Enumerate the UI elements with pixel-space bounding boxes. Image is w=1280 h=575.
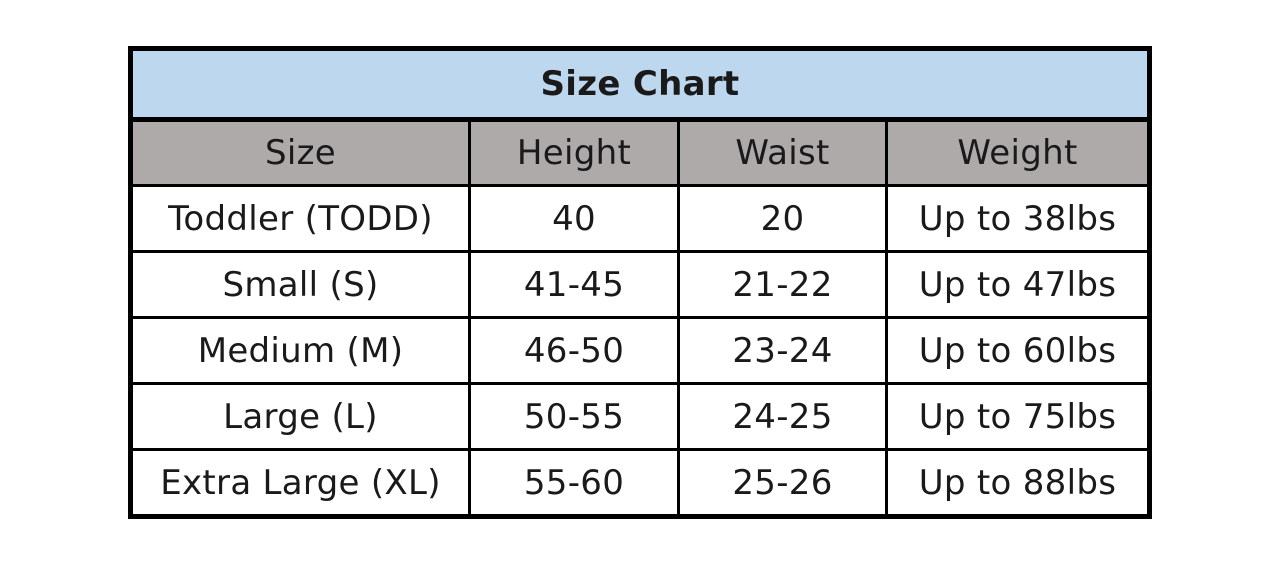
table-cell: 21-22	[677, 250, 888, 319]
table-cell: Medium (M)	[129, 316, 471, 385]
table-row: Medium (M) 46-50 23-24 Up to 60lbs	[129, 316, 1151, 385]
column-header: Waist	[677, 118, 888, 187]
table-cell: Toddler (TODD)	[129, 184, 471, 253]
table-cell: Large (L)	[129, 382, 471, 451]
table-cell: 40	[468, 184, 680, 253]
table-cell: Up to 88lbs	[885, 448, 1151, 518]
header-row: Size Height Waist Weight	[129, 118, 1151, 187]
table-title: Size Chart	[129, 47, 1151, 122]
table-cell: 25-26	[677, 448, 888, 518]
column-header: Size	[129, 118, 471, 187]
table-cell: Up to 47lbs	[885, 250, 1151, 319]
table-cell: 55-60	[468, 448, 680, 518]
table-cell: 23-24	[677, 316, 888, 385]
table-cell: 24-25	[677, 382, 888, 451]
table-cell: Up to 38lbs	[885, 184, 1151, 253]
table-cell: Up to 60lbs	[885, 316, 1151, 385]
table-cell: Up to 75lbs	[885, 382, 1151, 451]
table-cell: 41-45	[468, 250, 680, 319]
table-row: Large (L) 50-55 24-25 Up to 75lbs	[129, 382, 1151, 451]
table-cell: 20	[677, 184, 888, 253]
table-cell: Extra Large (XL)	[129, 448, 471, 518]
table-cell: 50-55	[468, 382, 680, 451]
size-chart-table: Size Chart Size Height Waist Weight Todd…	[128, 46, 1152, 519]
table-cell: Small (S)	[129, 250, 471, 319]
title-row: Size Chart	[129, 47, 1151, 122]
table-cell: 46-50	[468, 316, 680, 385]
column-header: Height	[468, 118, 680, 187]
table-row: Extra Large (XL) 55-60 25-26 Up to 88lbs	[129, 448, 1151, 518]
table-row: Toddler (TODD) 40 20 Up to 38lbs	[129, 184, 1151, 253]
table-row: Small (S) 41-45 21-22 Up to 47lbs	[129, 250, 1151, 319]
column-header: Weight	[885, 118, 1151, 187]
